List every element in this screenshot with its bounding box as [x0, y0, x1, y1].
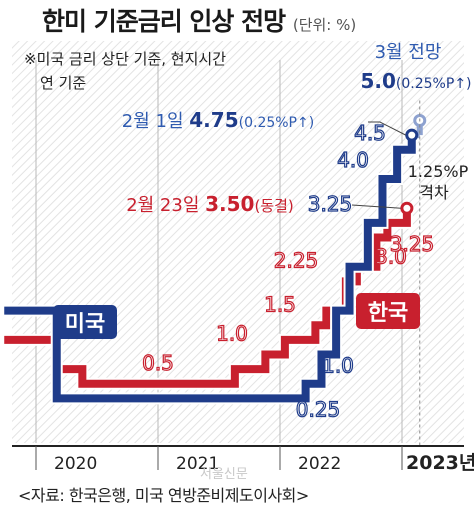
axis-band [12, 446, 464, 476]
us-value-label: 3.25 [308, 192, 353, 216]
us-value-label: 4.5 [354, 121, 386, 145]
us-endpoint-marker [405, 128, 419, 142]
korea-value-label: 0.5 [142, 351, 174, 375]
korea-legend-box [356, 293, 420, 329]
page-title: 한미 기준금리 인상 전망 (단위: %) [42, 2, 356, 38]
us-feb1-leader [368, 121, 406, 136]
korea-rate-line [4, 208, 411, 388]
korea-value-label: 1.0 [216, 322, 248, 346]
us-feb1-label: 2월 1일 4.75(0.25%P↑) [122, 108, 314, 132]
us-forecast-value: 5.0(0.25%P↑) [360, 69, 471, 93]
x-tick-label: 2020 [54, 454, 97, 474]
x-tick-label: 2021 [176, 454, 219, 474]
korea-value-label: 1.5 [264, 292, 296, 316]
us-legend-label: 미국 [65, 312, 105, 337]
gap-value: 1.25%P [408, 162, 469, 181]
korea-endpoint-marker [400, 201, 414, 215]
watermark: 서울신문 [200, 467, 248, 482]
legend-group: 미국 한국 [53, 293, 420, 339]
korea-legend-label: 한국 [368, 301, 408, 326]
korea-value-label: 3.25 [390, 232, 435, 256]
x-tick-label: 2023년 [406, 452, 474, 474]
us-value-label: 0.25 [296, 397, 341, 421]
value-labels: 0.251.03.254.04.50.51.01.52.25 3.03.25 [141, 120, 435, 422]
grid-lines [35, 60, 403, 443]
source-note: <자료: 한국은행, 미국 연방준비제도이사회> [18, 486, 309, 505]
us-value-label: 1.0 [322, 354, 354, 378]
note-line-2: 연 기준 [40, 74, 86, 92]
korea-value-label: 2.25 [274, 248, 319, 272]
unit-label: (단위: %) [292, 16, 357, 34]
us-value-label: 4.0 [337, 148, 369, 172]
title-text: 한미 기준금리 인상 전망 [42, 7, 286, 36]
us-forecast-title: 3월 전망 [375, 42, 442, 63]
gap-caption: 격차 [419, 183, 449, 202]
x-axis: 2020 2021 2022 2023년 [12, 445, 474, 476]
us-legend-box [53, 305, 117, 339]
korea-value-label: 3.0 [375, 245, 407, 269]
us-rate-line [4, 135, 416, 403]
series-group [4, 128, 419, 405]
korea-feb23-label: 2월 23일 3.50(동결) [126, 192, 294, 216]
korea-feb23-leader [351, 204, 401, 209]
note-line-1: ※미국 금리 상단 기준, 현지시간 [24, 50, 226, 68]
x-tick-label: 2022 [298, 454, 341, 474]
